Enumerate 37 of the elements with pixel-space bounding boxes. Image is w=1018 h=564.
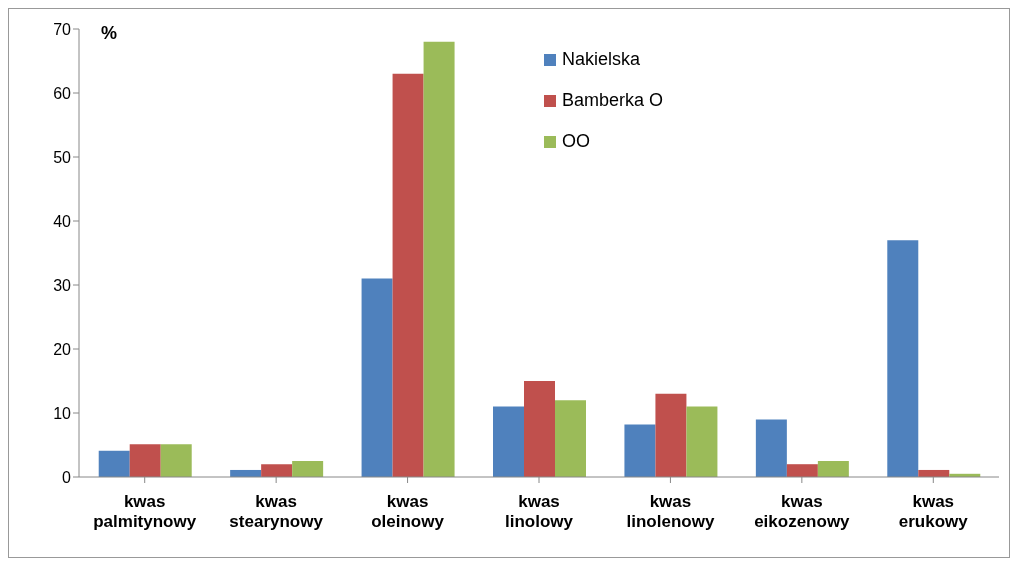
y-axis-title: % xyxy=(101,23,118,44)
bar xyxy=(423,41,455,477)
bar xyxy=(292,461,324,477)
x-tick-label: kwas linolowy xyxy=(505,492,574,531)
bar xyxy=(817,461,849,477)
x-tick-label: kwas linolenowy xyxy=(626,492,715,531)
x-tick-label: kwas eikozenowy xyxy=(754,492,851,531)
bar xyxy=(160,444,192,477)
bar xyxy=(98,450,130,477)
y-tick-label: 60 xyxy=(53,84,72,102)
bar xyxy=(786,464,818,477)
y-tick-label: 30 xyxy=(53,276,72,294)
x-tick-label: kwas oleinowy xyxy=(371,492,445,531)
bar xyxy=(887,240,919,477)
bar xyxy=(686,406,718,477)
x-tick-label: kwas palmitynowy xyxy=(93,492,197,531)
bar xyxy=(555,400,586,477)
bar xyxy=(624,424,656,477)
bar xyxy=(392,73,424,477)
x-tick-label: kwas erukowy xyxy=(898,492,969,531)
bar xyxy=(755,419,787,477)
bar xyxy=(261,464,293,477)
bar xyxy=(361,278,393,477)
bar xyxy=(524,381,555,477)
y-tick-label: 50 xyxy=(53,148,72,166)
y-tick-label: 10 xyxy=(53,404,72,422)
bar xyxy=(655,393,687,477)
legend-label: OO xyxy=(562,131,591,152)
y-tick-label: 0 xyxy=(62,468,72,486)
bar xyxy=(129,444,161,477)
legend-label: Bamberka O xyxy=(562,90,664,111)
x-tick-label: kwas stearynowy xyxy=(229,492,324,531)
bar xyxy=(493,406,524,477)
legend-label: Nakielska xyxy=(562,49,641,70)
y-tick-label: 70 xyxy=(53,20,72,38)
y-tick-label: 40 xyxy=(53,212,72,230)
y-tick-label: 20 xyxy=(53,340,72,358)
